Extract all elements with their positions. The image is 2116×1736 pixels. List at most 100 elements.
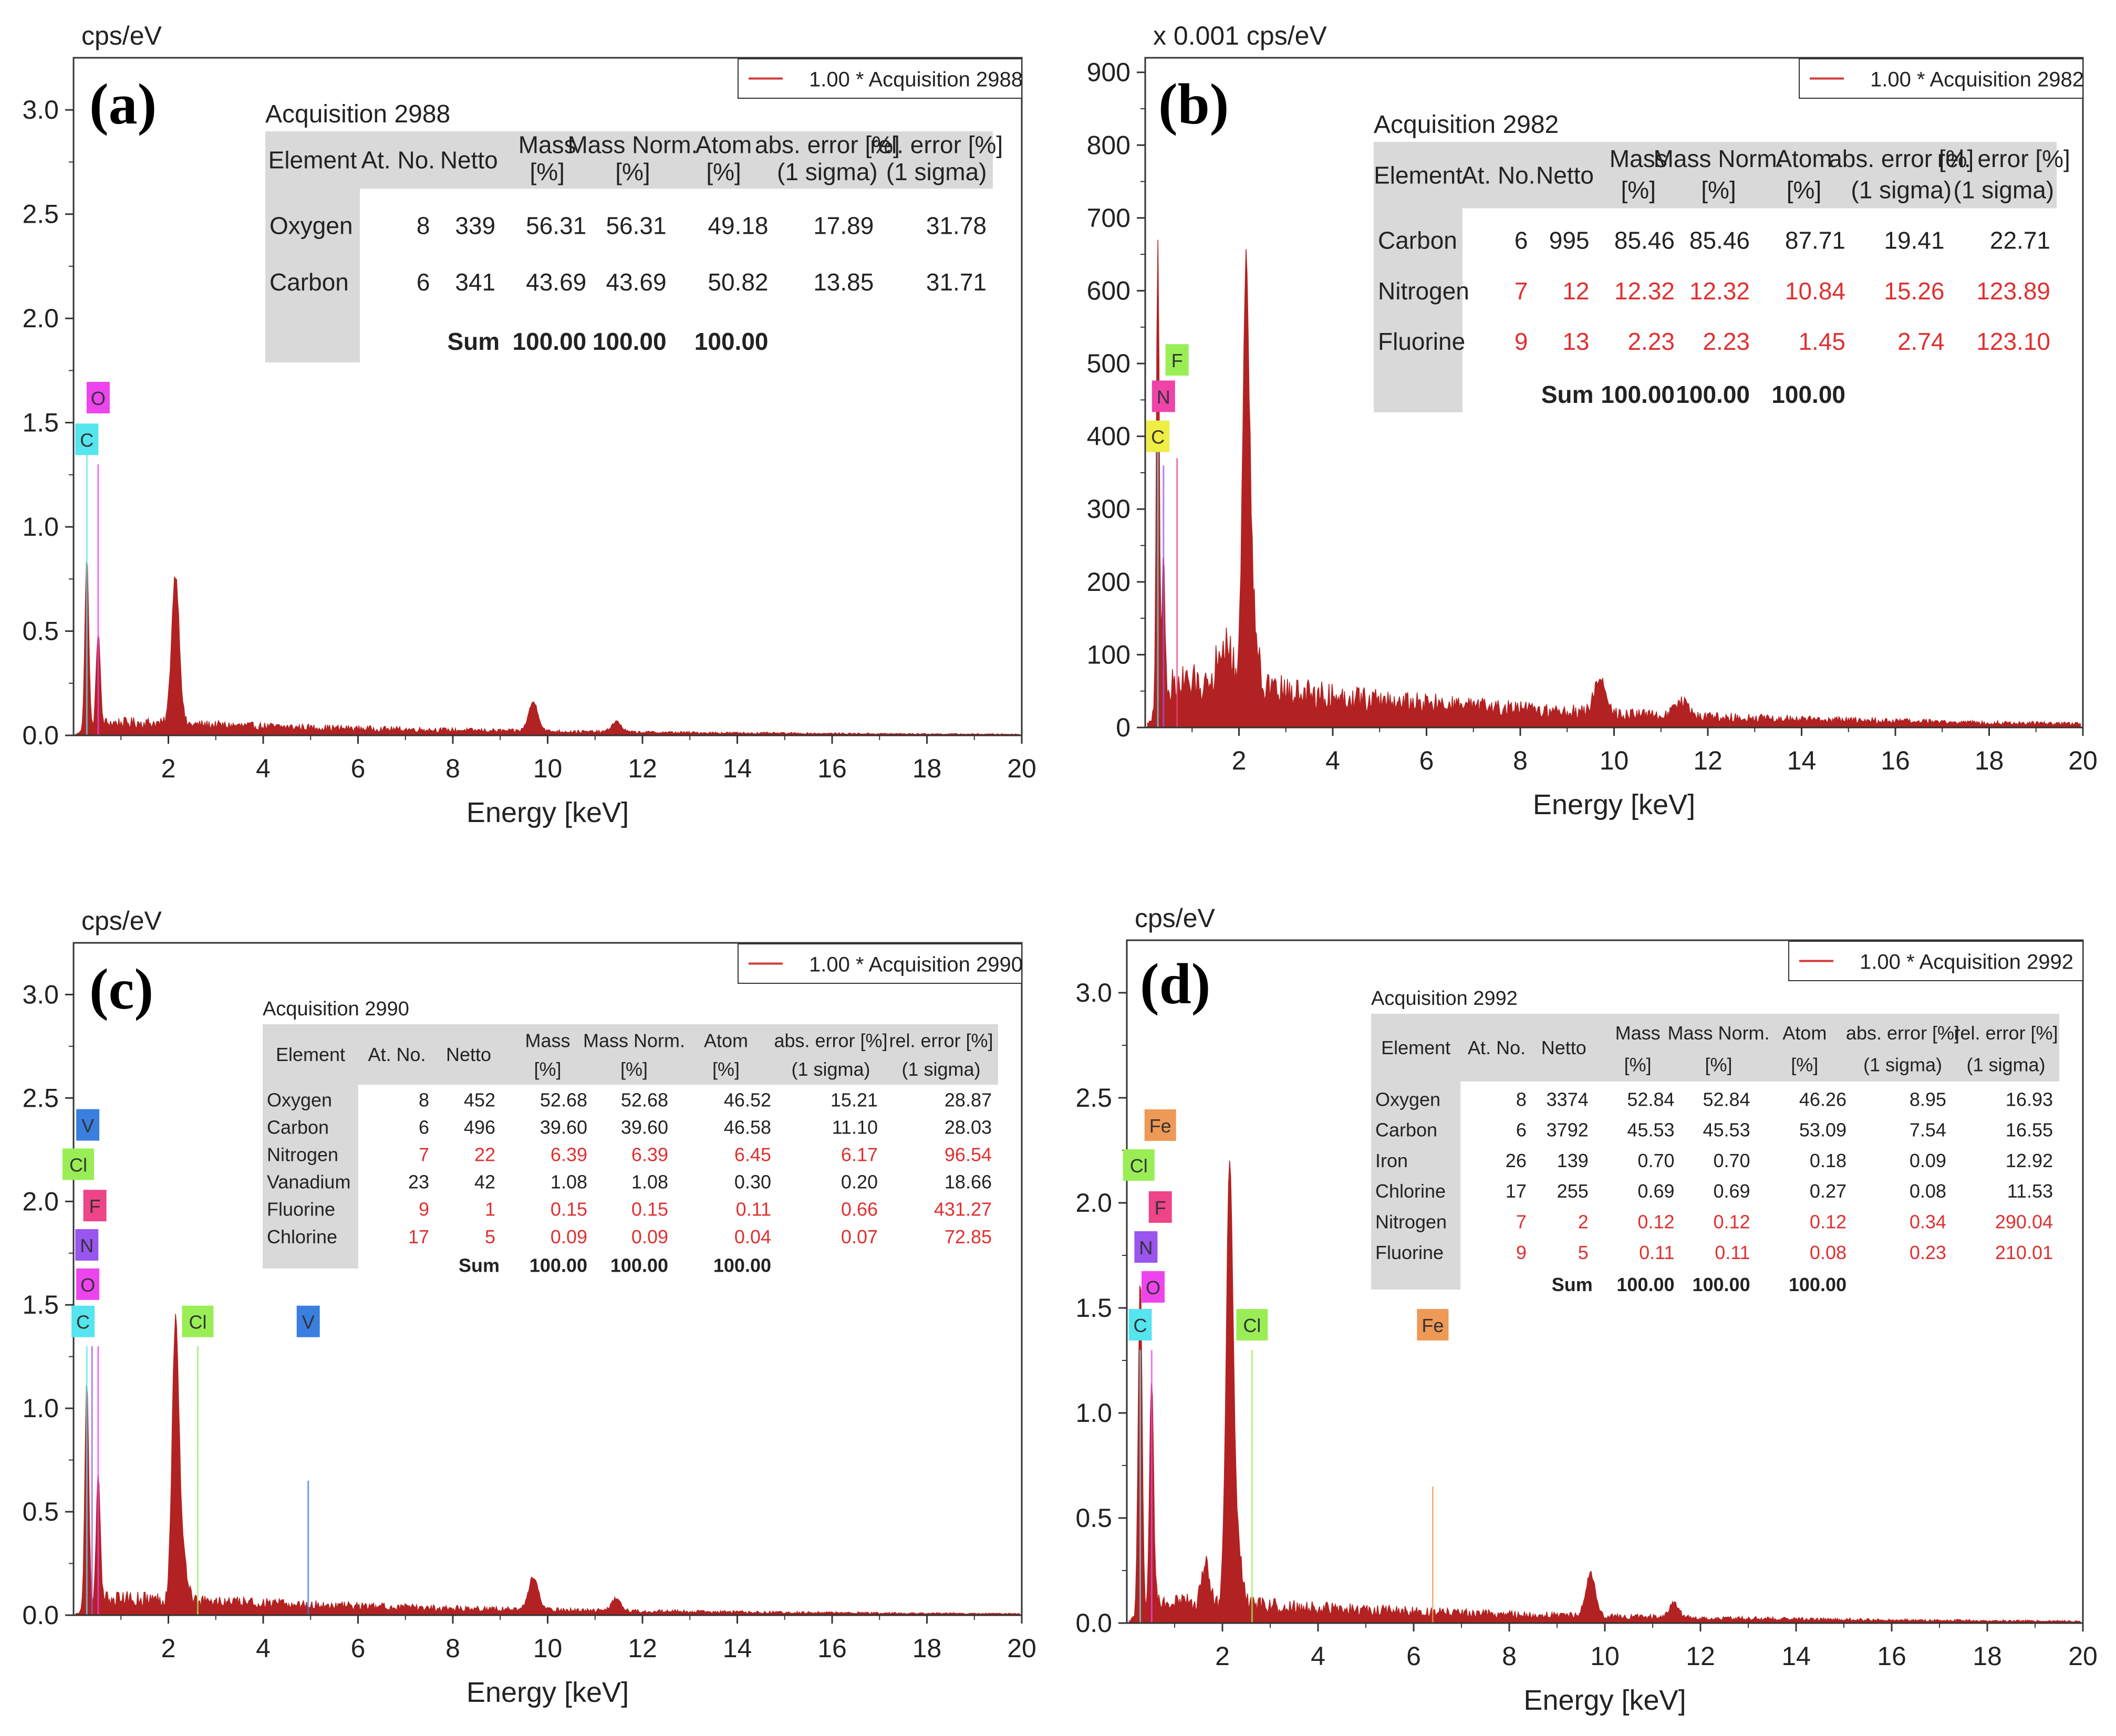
x-tick-label: 20 (1007, 754, 1036, 783)
table-title: Acquisition 2988 (265, 100, 450, 128)
element-tag-f (1165, 344, 1189, 376)
table-cell-element: Oxygen (267, 1089, 332, 1111)
table-cell-atom: 46.26 (1799, 1088, 1847, 1110)
table-header: [%] (1787, 176, 1821, 204)
x-tick-label: 16 (1881, 746, 1910, 775)
table-cell-mass-norm: 6.39 (631, 1144, 668, 1166)
table-header: rel. error [%] (870, 131, 1003, 159)
element-tag-label: N (1139, 1237, 1153, 1259)
table-cell-rel-error: 18.66 (945, 1171, 992, 1193)
table-header: Mass (518, 131, 576, 159)
table-cell-mass: 12.32 (1614, 277, 1675, 305)
table-cell-mass-norm: 12.32 (1689, 277, 1750, 305)
element-tag-fe (1144, 1109, 1176, 1141)
table-header: Mass (525, 1030, 570, 1052)
table-cell-mass: 2.23 (1627, 328, 1675, 355)
table-cell-netto: 3792 (1547, 1119, 1589, 1141)
table-header: [%] (534, 1058, 561, 1080)
table-cell-mass-norm: 2.23 (1703, 328, 1750, 355)
table-title: Acquisition 2992 (1371, 987, 1518, 1010)
table-sum-mass-norm: 100.00 (1676, 381, 1750, 408)
table-header: Mass Norm. (1668, 1022, 1770, 1044)
element-tag-label: O (91, 388, 106, 409)
y-tick-label: 1.0 (22, 1394, 59, 1423)
y-tick-label: 0.0 (1075, 1608, 1112, 1638)
table-header: abs. error [%] (1829, 145, 1974, 172)
element-tag-label: N (1157, 386, 1170, 408)
table-cell-netto: 22 (474, 1144, 495, 1166)
x-tick-label: 10 (1590, 1641, 1620, 1671)
y-tick-label: 1.5 (22, 1290, 59, 1319)
table-cell-element: Fluorine (267, 1199, 335, 1220)
x-tick-label: 8 (445, 754, 460, 783)
table-cell-mass: 0.70 (1637, 1150, 1674, 1171)
table-header: Element (1374, 161, 1462, 189)
table-header: Element (268, 147, 357, 174)
table-header-bg (263, 1024, 998, 1085)
table-header: (1 sigma) (1851, 176, 1952, 204)
x-tick-label: 16 (817, 754, 847, 783)
x-tick-label: 14 (1781, 1641, 1811, 1671)
table-header: rel. error [%] (1954, 1022, 2058, 1044)
table-sum-atom: 100.00 (713, 1254, 771, 1276)
table-cell-element: Chlorine (267, 1226, 337, 1248)
table-cell-element: Vanadium (267, 1171, 350, 1193)
table-cell-mass: 45.53 (1627, 1119, 1674, 1141)
table-header: Atom (704, 1030, 748, 1052)
table-header: Mass (1615, 1022, 1661, 1044)
table-header: Mass (1610, 145, 1667, 172)
table-cell-abs-error: 17.89 (813, 212, 874, 239)
element-tag-fe (1417, 1309, 1449, 1340)
table-header: At. No. (1461, 161, 1536, 189)
table-cell-atom: 0.04 (734, 1226, 771, 1248)
x-tick-label: 18 (1975, 746, 2004, 775)
eds-panel-d: 0.0 0.5 1.0 1.5 2.0 2.5 3.0 2 4 6 8 10 12 14 16 18 20 Ene… (1075, 903, 2097, 1716)
table-cell-rel-error: 431.27 (934, 1199, 992, 1220)
table-cell-element: Carbon (269, 268, 349, 296)
table-element-col-bg (1371, 1014, 1461, 1290)
table-element-col-bg (265, 131, 360, 362)
table-header: [%] (1791, 1054, 1818, 1075)
x-tick-label: 12 (628, 1634, 657, 1663)
table-cell-rel-error: 12.92 (2006, 1150, 2053, 1171)
table-cell-netto: 452 (464, 1089, 495, 1111)
element-tag-f (83, 1190, 107, 1222)
table-sum-mass: 100.00 (530, 1254, 587, 1276)
table-cell-at-no: 6 (417, 268, 430, 296)
table-sum-mass-norm: 100.00 (1692, 1274, 1750, 1295)
table-cell-atom: 0.30 (734, 1171, 771, 1193)
table-cell-mass-norm: 0.70 (1714, 1150, 1750, 1171)
legend-box (1788, 941, 2083, 981)
x-tick-label: 20 (2068, 1641, 2098, 1671)
table-cell-netto: 255 (1557, 1180, 1589, 1202)
y-tick-label: 700 (1087, 203, 1130, 233)
y-tick-label: 200 (1087, 567, 1130, 597)
x-tick-label: 10 (533, 754, 563, 783)
table-cell-atom: 0.11 (736, 1199, 771, 1220)
y-tick-label: 2.5 (1075, 1083, 1112, 1113)
panel-letter: (c) (89, 957, 153, 1021)
table-cell-netto: 3374 (1547, 1088, 1589, 1110)
table-element-col-bg (263, 1024, 358, 1269)
table-cell-netto: 496 (464, 1117, 495, 1138)
element-tag-label: V (81, 1115, 94, 1137)
table-header: [%] (530, 158, 564, 185)
element-tag-label: C (1133, 1315, 1147, 1336)
table-header: [%] (1624, 1054, 1652, 1075)
table-cell-rel-error: 22.71 (1990, 227, 2050, 254)
legend-label: 1.00 * Acquisition 2982 (1870, 68, 2084, 91)
x-tick-label: 6 (351, 1634, 366, 1663)
table-header: [%] (620, 1058, 648, 1080)
table-cell-mass: 0.11 (1639, 1242, 1674, 1263)
y-tick-label: 100 (1087, 640, 1130, 669)
panel-letter: (b) (1158, 72, 1229, 136)
table-header: [%] (1701, 176, 1736, 204)
x-tick-label: 2 (1232, 746, 1247, 775)
y-tick-label: 800 (1087, 130, 1130, 160)
y-tick-label: 0.5 (22, 1497, 59, 1526)
table-header: Element (1381, 1037, 1450, 1058)
element-tag-label: C (80, 429, 94, 451)
table-cell-rel-error: 290.04 (1995, 1211, 2053, 1232)
x-tick-label: 8 (445, 1634, 460, 1663)
x-tick-label: 20 (1007, 1634, 1036, 1663)
